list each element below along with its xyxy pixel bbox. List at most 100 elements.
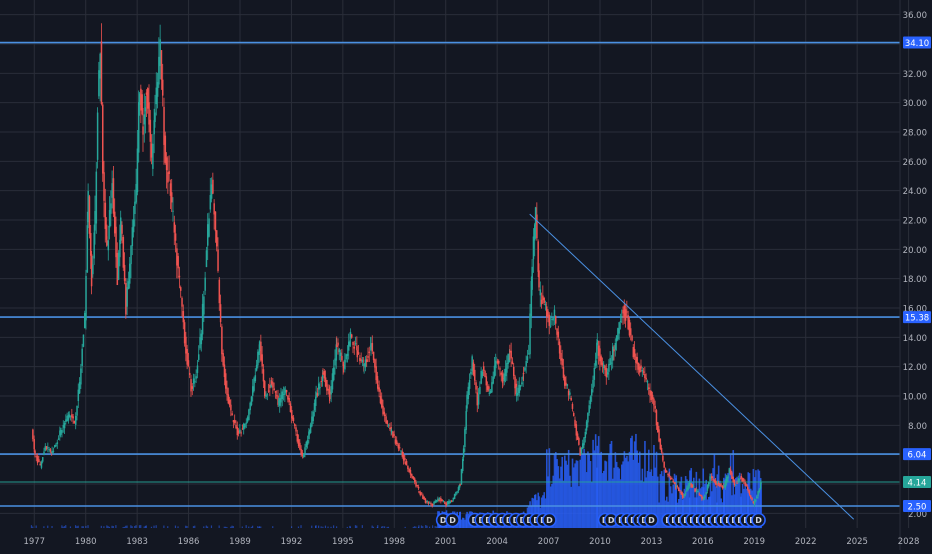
candle-body xyxy=(664,468,667,473)
candle-body xyxy=(617,328,619,340)
candle-body xyxy=(103,172,105,201)
candle-body xyxy=(441,499,443,502)
trendline-layer[interactable] xyxy=(529,213,855,520)
candle-body xyxy=(401,451,404,457)
candle-body xyxy=(750,495,752,498)
level-price-label: 2.50 xyxy=(908,503,927,513)
candle-body xyxy=(496,360,499,363)
candle-body xyxy=(115,226,117,258)
candle-body xyxy=(570,397,572,401)
candle-body xyxy=(261,354,263,367)
candle-body xyxy=(708,482,710,487)
volume-bar xyxy=(218,525,220,528)
volume-bar xyxy=(112,526,114,528)
time-axis[interactable]: 1977 1980 1983 1986 1989 1992 1995 1998 2001 2004… xyxy=(23,537,919,547)
volume-bar xyxy=(420,525,423,528)
candle-body xyxy=(225,373,227,389)
volume-bar xyxy=(534,494,536,528)
candle-body xyxy=(357,352,360,355)
candle-body xyxy=(34,450,36,455)
candle-body xyxy=(592,379,594,389)
volume-bar xyxy=(562,480,565,528)
candle-body xyxy=(659,438,662,450)
dividend-marker-circle xyxy=(751,512,766,528)
candle-body xyxy=(361,359,364,362)
volume-bar xyxy=(549,486,552,528)
volume-bar xyxy=(650,469,653,528)
candle-body xyxy=(467,386,470,399)
volume-bar xyxy=(698,478,701,528)
candle-body xyxy=(370,343,372,350)
volume-bar xyxy=(297,526,300,528)
candle-body xyxy=(138,93,141,106)
candle-body xyxy=(701,495,703,499)
volume-bar xyxy=(565,460,567,528)
candle-body xyxy=(416,485,419,487)
candle-body xyxy=(747,489,749,491)
x-tick-label: 2004 xyxy=(486,537,508,547)
candle-body xyxy=(499,368,501,370)
candle-body xyxy=(657,422,659,433)
volume-bar xyxy=(711,491,713,528)
volume-bar xyxy=(632,459,635,528)
x-tick-label: 2007 xyxy=(538,537,560,547)
candle-body xyxy=(558,341,561,354)
volume-bar xyxy=(320,526,322,528)
candle-body xyxy=(232,420,235,423)
volume-bar xyxy=(552,475,555,528)
candle-body xyxy=(364,359,367,368)
trendline[interactable] xyxy=(529,213,855,520)
candle-body xyxy=(145,92,148,95)
candle-body xyxy=(260,341,262,361)
candle-body xyxy=(606,372,609,375)
x-tick-label: 1989 xyxy=(229,537,251,547)
candle-body xyxy=(704,494,706,499)
volume-bar xyxy=(241,526,243,528)
dividend-marker[interactable]: D xyxy=(542,512,557,528)
horizontal-levels[interactable] xyxy=(0,41,900,507)
candle-body xyxy=(573,412,575,417)
candle-body xyxy=(223,364,226,378)
candle-body xyxy=(111,183,113,198)
candle-body xyxy=(288,397,290,403)
candle-body xyxy=(711,476,713,479)
candle-body xyxy=(425,501,427,503)
candle-body xyxy=(331,373,334,390)
volume-bar xyxy=(150,526,153,528)
candle-body xyxy=(69,415,72,417)
dividend-marker[interactable]: D xyxy=(751,512,766,528)
dividend-markers[interactable]: DDDDDDDDDDDDDDDDDDDDDDDDDDDDDDDDDDDDDD xyxy=(435,512,766,528)
dividend-marker[interactable]: D xyxy=(445,512,460,528)
volume-bar xyxy=(377,525,379,528)
candle-body xyxy=(757,491,759,497)
candle-body xyxy=(680,491,683,495)
volume-bar xyxy=(567,449,570,528)
volume-bar xyxy=(123,526,126,528)
candle-body xyxy=(129,263,131,284)
volume-bar xyxy=(697,490,699,528)
dividend-marker[interactable]: D xyxy=(644,512,659,528)
volume-bar xyxy=(684,476,687,528)
volume-bar xyxy=(610,440,613,528)
candle-body xyxy=(98,70,100,97)
candle-body xyxy=(277,401,280,403)
dividend-marker-label: D xyxy=(440,516,447,525)
candle-body xyxy=(106,240,108,246)
volume-bar xyxy=(668,468,671,528)
candle-body xyxy=(265,395,267,397)
candle-body xyxy=(432,504,434,506)
y-tick-label: 12.00 xyxy=(903,363,927,373)
candle-body xyxy=(299,442,301,450)
candle-body xyxy=(305,441,308,448)
candle-body xyxy=(743,479,745,482)
candle-body xyxy=(507,353,509,364)
candle-body xyxy=(604,365,606,371)
candle-body xyxy=(751,497,753,501)
candle-body xyxy=(745,484,748,486)
candle-body xyxy=(627,315,629,330)
candle-body xyxy=(662,455,664,461)
volume-bar xyxy=(32,526,34,528)
volume-bar xyxy=(696,497,698,528)
